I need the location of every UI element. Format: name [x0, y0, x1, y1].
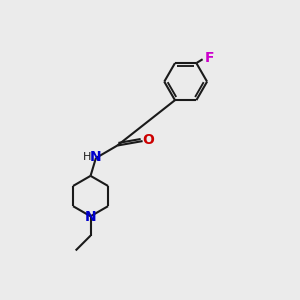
Text: N: N [85, 210, 96, 224]
Text: N: N [89, 149, 101, 164]
Text: F: F [205, 51, 214, 65]
Text: H: H [83, 152, 91, 161]
Text: O: O [142, 134, 154, 148]
